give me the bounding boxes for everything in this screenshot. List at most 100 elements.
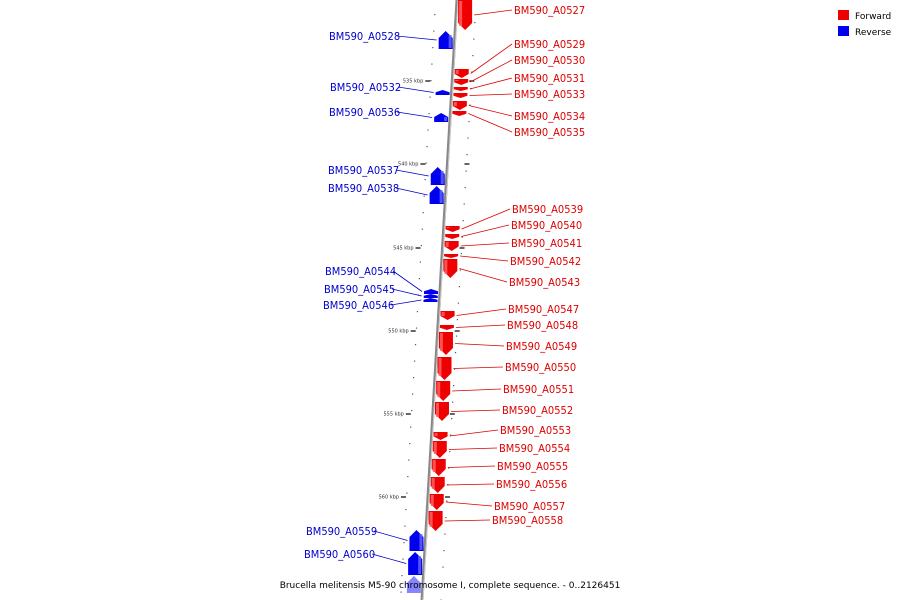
minor-tick [416,311,419,313]
gene-label-BM590_A0541[interactable]: BM590_A0541 [511,237,582,250]
gene-arrow[interactable] [445,226,460,232]
gene-label-BM590_A0545[interactable]: BM590_A0545 [324,283,395,296]
gene-BM590_A0527[interactable] [458,0,473,30]
gene-label-BM590_A0552[interactable]: BM590_A0552 [502,404,573,417]
gene-label-BM590_A0554[interactable]: BM590_A0554 [499,442,570,455]
gene-BM590_A0539[interactable] [445,226,460,232]
gene-label-BM590_A0531[interactable]: BM590_A0531 [514,72,585,85]
gene-label-BM590_A0527[interactable]: BM590_A0527 [514,4,585,17]
gene-arrow[interactable] [453,93,468,98]
gene-BM590_A0540[interactable] [445,234,460,239]
gene-BM590_A0543[interactable] [443,259,458,278]
gene-BM590_A0547[interactable] [440,311,455,320]
gene-arrow[interactable] [435,90,450,95]
gene-label-BM590_A0544[interactable]: BM590_A0544 [325,265,396,278]
gene-BM590_A0531[interactable] [453,87,468,91]
gene-label-BM590_A0532[interactable]: BM590_A0532 [330,81,401,94]
gene-BM590_A0546[interactable] [423,298,438,302]
gene-BM590_A0557[interactable] [429,494,444,510]
gene-label-BM590_A0535[interactable]: BM590_A0535 [514,126,585,139]
gene-label-BM590_A0560[interactable]: BM590_A0560 [304,548,375,561]
gene-label-BM590_A0546[interactable]: BM590_A0546 [323,299,394,312]
gene-BM590_A0556[interactable] [430,477,445,493]
gene-features[interactable] [406,0,473,593]
gene-label-BM590_A0555[interactable]: BM590_A0555 [497,460,568,473]
scale-tick-label: 545 kbp [393,246,413,252]
gene-label-BM590_A0528[interactable]: BM590_A0528 [329,30,400,43]
gene-label-BM590_A0536[interactable]: BM590_A0536 [329,106,400,119]
gene-BM590_A0529[interactable] [454,69,469,78]
gene-BM590_A0545[interactable] [423,294,438,298]
gene-label-BM590_A0529[interactable]: BM590_A0529 [514,38,585,51]
minor-tick [460,253,462,255]
gene-label-BM590_A0553[interactable]: BM590_A0553 [500,424,571,437]
minor-tick [465,170,467,172]
gene-arrow[interactable] [423,289,438,294]
gene-arrow[interactable] [439,325,454,330]
label-connector [390,299,422,306]
label-connector [395,187,428,196]
gene-label-BM590_A0557[interactable]: BM590_A0557 [494,500,565,513]
gene-BM590_A0550[interactable] [437,357,452,380]
gene-BM590_A0538[interactable] [429,186,444,204]
gene-label-BM590_A0534[interactable]: BM590_A0534 [514,110,585,123]
gene-BM590_A0558[interactable] [428,511,443,531]
gene-label-BM590_A0550[interactable]: BM590_A0550 [505,361,576,374]
gene-BM590_A0552[interactable] [434,402,449,421]
gene-label-BM590_A0542[interactable]: BM590_A0542 [510,255,581,268]
gene-label-BM590_A0533[interactable]: BM590_A0533 [514,88,585,101]
gene-BM590_A0537[interactable] [430,167,445,185]
gene-BM590_A0532[interactable] [435,90,450,95]
gene-BM590_A0541[interactable] [444,241,459,251]
label-connector [373,530,408,541]
gene-arrow[interactable] [445,234,460,239]
gene-arrow[interactable] [423,294,438,298]
gene-label-BM590_A0551[interactable]: BM590_A0551 [503,383,574,396]
gene-BM590_A0530[interactable] [454,79,469,85]
gene-label-BM590_A0548[interactable]: BM590_A0548 [507,319,578,332]
gene-labels[interactable]: BM590_A0527 BM590_A0529 BM590_A0530 BM590_A… [304,4,585,564]
gene-BM590_A0542[interactable] [444,254,459,258]
gene-BM590_A0554[interactable] [432,441,447,458]
gene-BM590_A0549[interactable] [438,332,453,355]
gene-arrow[interactable] [444,254,459,258]
gene-BM590_A0548[interactable] [439,325,454,330]
minor-tick [445,517,447,519]
gene-arrow[interactable] [453,87,468,91]
gene-highlight [444,117,448,121]
gene-BM590_A0560[interactable] [408,552,423,575]
scale-tick-label: 535 kbp [403,79,423,85]
gene-label-BM590_A0543[interactable]: BM590_A0543 [509,276,580,289]
minor-tick [425,162,427,164]
minor-tick [420,245,422,247]
gene-BM590_A0528[interactable] [438,31,453,49]
gene-label-BM590_A0558[interactable]: BM590_A0558 [492,514,563,527]
gene-label-BM590_A0537[interactable]: BM590_A0537 [328,164,399,177]
gene-arrow[interactable] [423,298,438,302]
gene-label-BM590_A0540[interactable]: BM590_A0540 [511,219,582,232]
minor-tick [434,14,436,16]
label-connector [470,43,513,74]
gene-BM590_A0553[interactable] [433,432,448,440]
gene-BM590_A0535[interactable] [452,111,467,116]
gene-label-BM590_A0530[interactable]: BM590_A0530 [514,54,585,67]
gene-BM590_A0533[interactable] [453,93,468,98]
gene-label-BM590_A0547[interactable]: BM590_A0547 [508,303,579,316]
label-connector [450,409,501,412]
gene-BM590_A0551[interactable] [436,381,451,401]
gene-label-BM590_A0549[interactable]: BM590_A0549 [506,340,577,353]
gene-arrow[interactable] [454,79,469,85]
gene-BM590_A0534[interactable] [452,101,467,110]
gene-label-BM590_A0538[interactable]: BM590_A0538 [328,182,399,195]
gene-arrow[interactable] [452,111,467,116]
label-connector [396,35,437,41]
gene-BM590_A0555[interactable] [431,459,446,476]
label-connector [391,288,422,297]
gene-BM590_A0559[interactable] [409,530,424,551]
gene-label-BM590_A0556[interactable]: BM590_A0556 [496,478,567,491]
gene-label-BM590_A0539[interactable]: BM590_A0539 [512,203,583,216]
gene-label-BM590_A0559[interactable]: BM590_A0559 [306,525,377,538]
gene-BM590_A0544[interactable] [423,289,438,294]
gene-highlight [429,512,433,527]
gene-BM590_A0536[interactable] [434,113,449,122]
